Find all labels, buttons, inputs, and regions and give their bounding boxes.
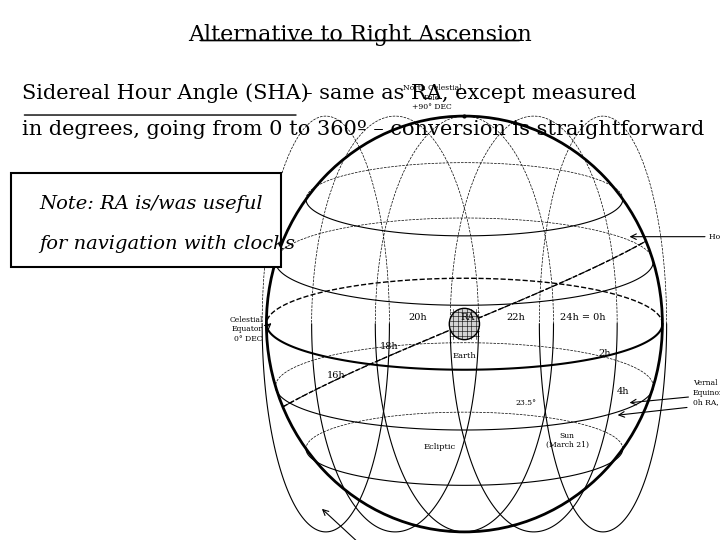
Text: RA: RA [461,313,475,322]
Text: Alternative to Right Ascension: Alternative to Right Ascension [188,24,532,46]
Text: 16h: 16h [327,371,346,380]
Text: - same as RA, except measured: - same as RA, except measured [299,84,636,103]
Text: Note: RA is/was useful: Note: RA is/was useful [40,195,264,213]
Text: for navigation with clocks: for navigation with clocks [40,234,296,253]
Text: Ecliptic: Ecliptic [423,442,455,450]
Text: Hour Circles: Hour Circles [709,233,720,241]
Text: in degrees, going from 0 to 360º – conversion is straightforward: in degrees, going from 0 to 360º – conve… [22,120,704,139]
Text: Sun
(March 21): Sun (March 21) [546,432,589,449]
Text: 22h: 22h [507,313,526,322]
Text: North Celestial
Pole
+90° DEC: North Celestial Pole +90° DEC [402,84,462,111]
Text: 24h = 0h: 24h = 0h [560,313,606,322]
FancyBboxPatch shape [11,173,281,267]
Ellipse shape [449,308,480,340]
Text: 2h: 2h [598,349,611,358]
Text: 20h: 20h [408,313,427,322]
Text: Earth: Earth [453,352,476,360]
Text: 18h: 18h [379,342,398,351]
Text: 23.5°: 23.5° [515,399,536,407]
Text: Sidereal Hour Angle (SHA): Sidereal Hour Angle (SHA) [22,84,308,103]
Text: 4h: 4h [616,387,629,396]
Ellipse shape [266,116,662,532]
Text: Celestial
Equator
0° DEC: Celestial Equator 0° DEC [230,316,263,342]
Text: Vernal
Equinox
0h RA, 0° DEC: Vernal Equinox 0h RA, 0° DEC [693,380,720,406]
